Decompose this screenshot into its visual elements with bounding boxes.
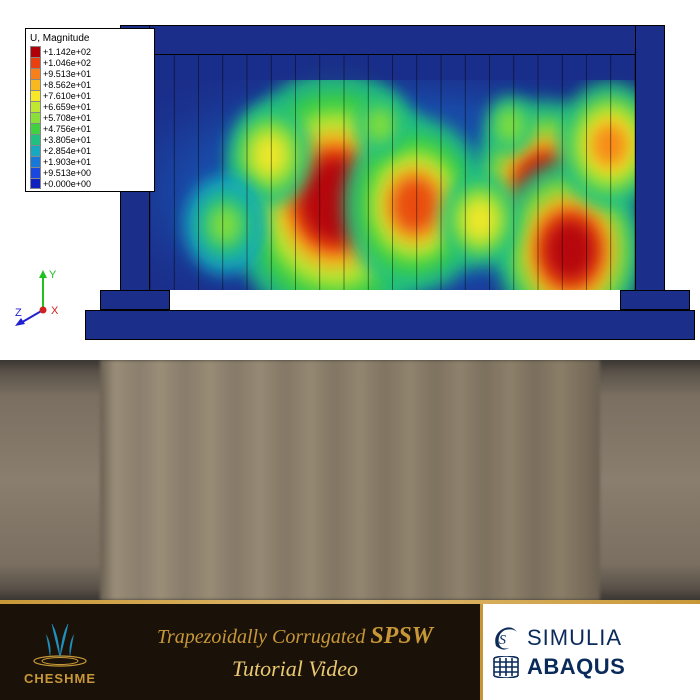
banner-title: Trapezoidally Corrugated SPSW xyxy=(120,623,470,650)
experimental-photo xyxy=(0,360,700,600)
legend-row: +1.142e+02 xyxy=(30,46,150,57)
simulia-text: SIMULIA xyxy=(527,625,622,651)
legend-value: +7.610e+01 xyxy=(43,91,91,101)
frame-top-beam xyxy=(120,25,665,55)
ds-logo-icon: S xyxy=(491,624,521,652)
cheshme-logo: CHESHME xyxy=(0,619,120,686)
legend-row: +1.903e+01 xyxy=(30,156,150,167)
color-legend: U, Magnitude +1.142e+02+1.046e+02+9.513e… xyxy=(25,28,155,192)
legend-swatch xyxy=(30,46,41,57)
legend-swatch xyxy=(30,68,41,79)
legend-row: +9.513e+00 xyxy=(30,167,150,178)
legend-row: +2.854e+01 xyxy=(30,145,150,156)
legend-swatch xyxy=(30,167,41,178)
coordinate-axes: Y Z X xyxy=(15,268,75,328)
banner-left-panel: CHESHME Trapezoidally Corrugated SPSW Tu… xyxy=(0,604,480,700)
legend-value: +2.854e+01 xyxy=(43,146,91,156)
legend-row: +3.805e+01 xyxy=(30,134,150,145)
legend-row: +8.562e+01 xyxy=(30,79,150,90)
svg-text:Y: Y xyxy=(49,269,57,281)
legend-value: +0.000e+00 xyxy=(43,179,91,189)
banner-right-panel: S SIMULIA ABAQUS xyxy=(480,604,700,700)
cheshme-logo-text: CHESHME xyxy=(0,671,120,686)
legend-row: +7.610e+01 xyxy=(30,90,150,101)
abaqus-logo: ABAQUS xyxy=(491,654,625,680)
legend-swatch xyxy=(30,79,41,90)
legend-row: +0.000e+00 xyxy=(30,178,150,189)
legend-title: U, Magnitude xyxy=(30,33,150,44)
abaqus-text: ABAQUS xyxy=(527,654,625,680)
legend-swatch xyxy=(30,90,41,101)
legend-value: +6.659e+01 xyxy=(43,102,91,112)
legend-value: +1.903e+01 xyxy=(43,157,91,167)
legend-swatch xyxy=(30,123,41,134)
legend-value: +4.756e+01 xyxy=(43,124,91,134)
legend-value: +8.562e+01 xyxy=(43,80,91,90)
frame-foot-left xyxy=(100,290,170,310)
frame-foot-right xyxy=(620,290,690,310)
legend-value: +1.142e+02 xyxy=(43,47,91,57)
frame-right-column xyxy=(635,25,665,315)
banner-title-main: SPSW xyxy=(370,623,433,649)
abaqus-logo-icon xyxy=(491,656,521,678)
legend-swatch xyxy=(30,101,41,112)
legend-swatch xyxy=(30,134,41,145)
svg-text:X: X xyxy=(51,305,59,317)
legend-swatch xyxy=(30,57,41,68)
svg-text:S: S xyxy=(499,633,506,648)
legend-row: +4.756e+01 xyxy=(30,123,150,134)
frame-base xyxy=(85,310,695,340)
legend-value: +5.708e+01 xyxy=(43,113,91,123)
contour-plate xyxy=(150,55,635,290)
simulation-viewport: U, Magnitude +1.142e+02+1.046e+02+9.513e… xyxy=(0,0,700,360)
bottom-banner: CHESHME Trapezoidally Corrugated SPSW Tu… xyxy=(0,600,700,700)
legend-row: +9.513e+01 xyxy=(30,68,150,79)
legend-value: +1.046e+02 xyxy=(43,58,91,68)
banner-subtitle: Tutorial Video xyxy=(120,656,470,682)
legend-value: +9.513e+00 xyxy=(43,168,91,178)
legend-value: +9.513e+01 xyxy=(43,69,91,79)
legend-row: +1.046e+02 xyxy=(30,57,150,68)
legend-swatch xyxy=(30,156,41,167)
banner-title-prefix: Trapezoidally Corrugated xyxy=(157,626,370,648)
legend-row: +5.708e+01 xyxy=(30,112,150,123)
legend-swatch xyxy=(30,112,41,123)
banner-title-block: Trapezoidally Corrugated SPSW Tutorial V… xyxy=(120,623,480,682)
simulia-logo: S SIMULIA xyxy=(491,624,622,652)
svg-text:Z: Z xyxy=(15,307,22,319)
legend-swatch xyxy=(30,178,41,189)
legend-row: +6.659e+01 xyxy=(30,101,150,112)
photo-plate xyxy=(100,360,600,600)
legend-swatch xyxy=(30,145,41,156)
legend-value: +3.805e+01 xyxy=(43,135,91,145)
